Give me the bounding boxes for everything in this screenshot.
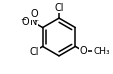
Text: Cl: Cl <box>54 3 63 13</box>
Text: N: N <box>30 17 37 27</box>
Text: +: + <box>33 18 38 23</box>
Text: −: − <box>20 17 26 23</box>
Text: CH₃: CH₃ <box>93 47 109 56</box>
Text: Cl: Cl <box>29 47 39 57</box>
Text: O: O <box>30 9 37 19</box>
Text: O: O <box>79 46 87 56</box>
Text: O: O <box>21 17 29 27</box>
